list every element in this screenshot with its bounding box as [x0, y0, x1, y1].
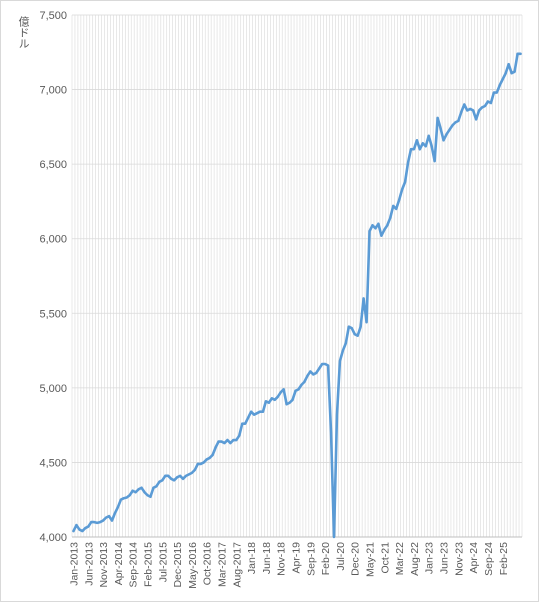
x-tick-label: Feb-25	[498, 542, 510, 575]
y-tick-label: 5,500	[39, 308, 67, 320]
x-tick-label: Feb-20	[320, 542, 332, 575]
y-axis: 4,000 4,500 5,000 5,500 6,000 6,500 7,000 7,500	[39, 10, 67, 544]
x-tick-label: Nov-18	[276, 542, 288, 576]
x-tick-label: Feb-2015	[142, 542, 154, 587]
vertical-gridlines	[71, 15, 523, 537]
x-tick-label: Oct-2016	[202, 542, 214, 585]
x-tick-label: Nov-23	[453, 542, 465, 576]
x-tick-label: Jun-23	[439, 542, 451, 574]
x-tick-label: Jul-20	[335, 542, 347, 571]
x-tick-label: Apr-2014	[113, 542, 125, 585]
x-tick-label: Aug-22	[409, 542, 421, 576]
y-tick-label: 6,000	[39, 234, 67, 246]
x-tick-label: Jan-18	[246, 542, 258, 574]
x-tick-label: Dec-2015	[172, 542, 184, 588]
series-line	[72, 52, 522, 539]
x-tick-label: Dec-20	[350, 542, 362, 576]
x-tick-label: Sep-19	[305, 542, 317, 576]
x-tick-label: Apr-24	[468, 542, 480, 574]
x-tick-label: Aug-2017	[231, 542, 243, 588]
y-tick-label: 7,500	[39, 10, 67, 22]
x-tick-label: Mar-2017	[217, 542, 229, 587]
x-tick-label: Jan-23	[424, 542, 436, 574]
x-tick-label: Nov-2013	[98, 542, 110, 588]
x-tick-label: Jan-2013	[68, 542, 80, 586]
x-tick-label: Mar-22	[394, 542, 406, 575]
x-tick-label: Jun-2013	[83, 542, 95, 586]
y-tick-label: 7,000	[39, 85, 67, 97]
y-axis-label: 億ドル	[17, 16, 30, 49]
x-tick-label: Jun-18	[261, 542, 273, 574]
y-tick-label: 6,500	[39, 159, 67, 171]
y-tick-label: 5,000	[39, 383, 67, 395]
x-tick-label: May-21	[365, 542, 377, 577]
x-tick-label: Sep-24	[483, 542, 495, 576]
y-tick-label: 4,500	[39, 457, 67, 469]
x-tick-label: Jul-2015	[157, 542, 169, 582]
x-axis: Jan-2013 Jun-2013 Nov-2013 Apr-2014 Sep-2014…	[68, 536, 522, 589]
y-tick-label: 4,000	[39, 532, 67, 544]
x-tick-label: Apr-19	[291, 542, 303, 574]
x-tick-label: May-2016	[187, 542, 199, 589]
x-tick-label: Oct-21	[379, 542, 391, 574]
x-tick-label: Sep-2014	[128, 542, 140, 588]
